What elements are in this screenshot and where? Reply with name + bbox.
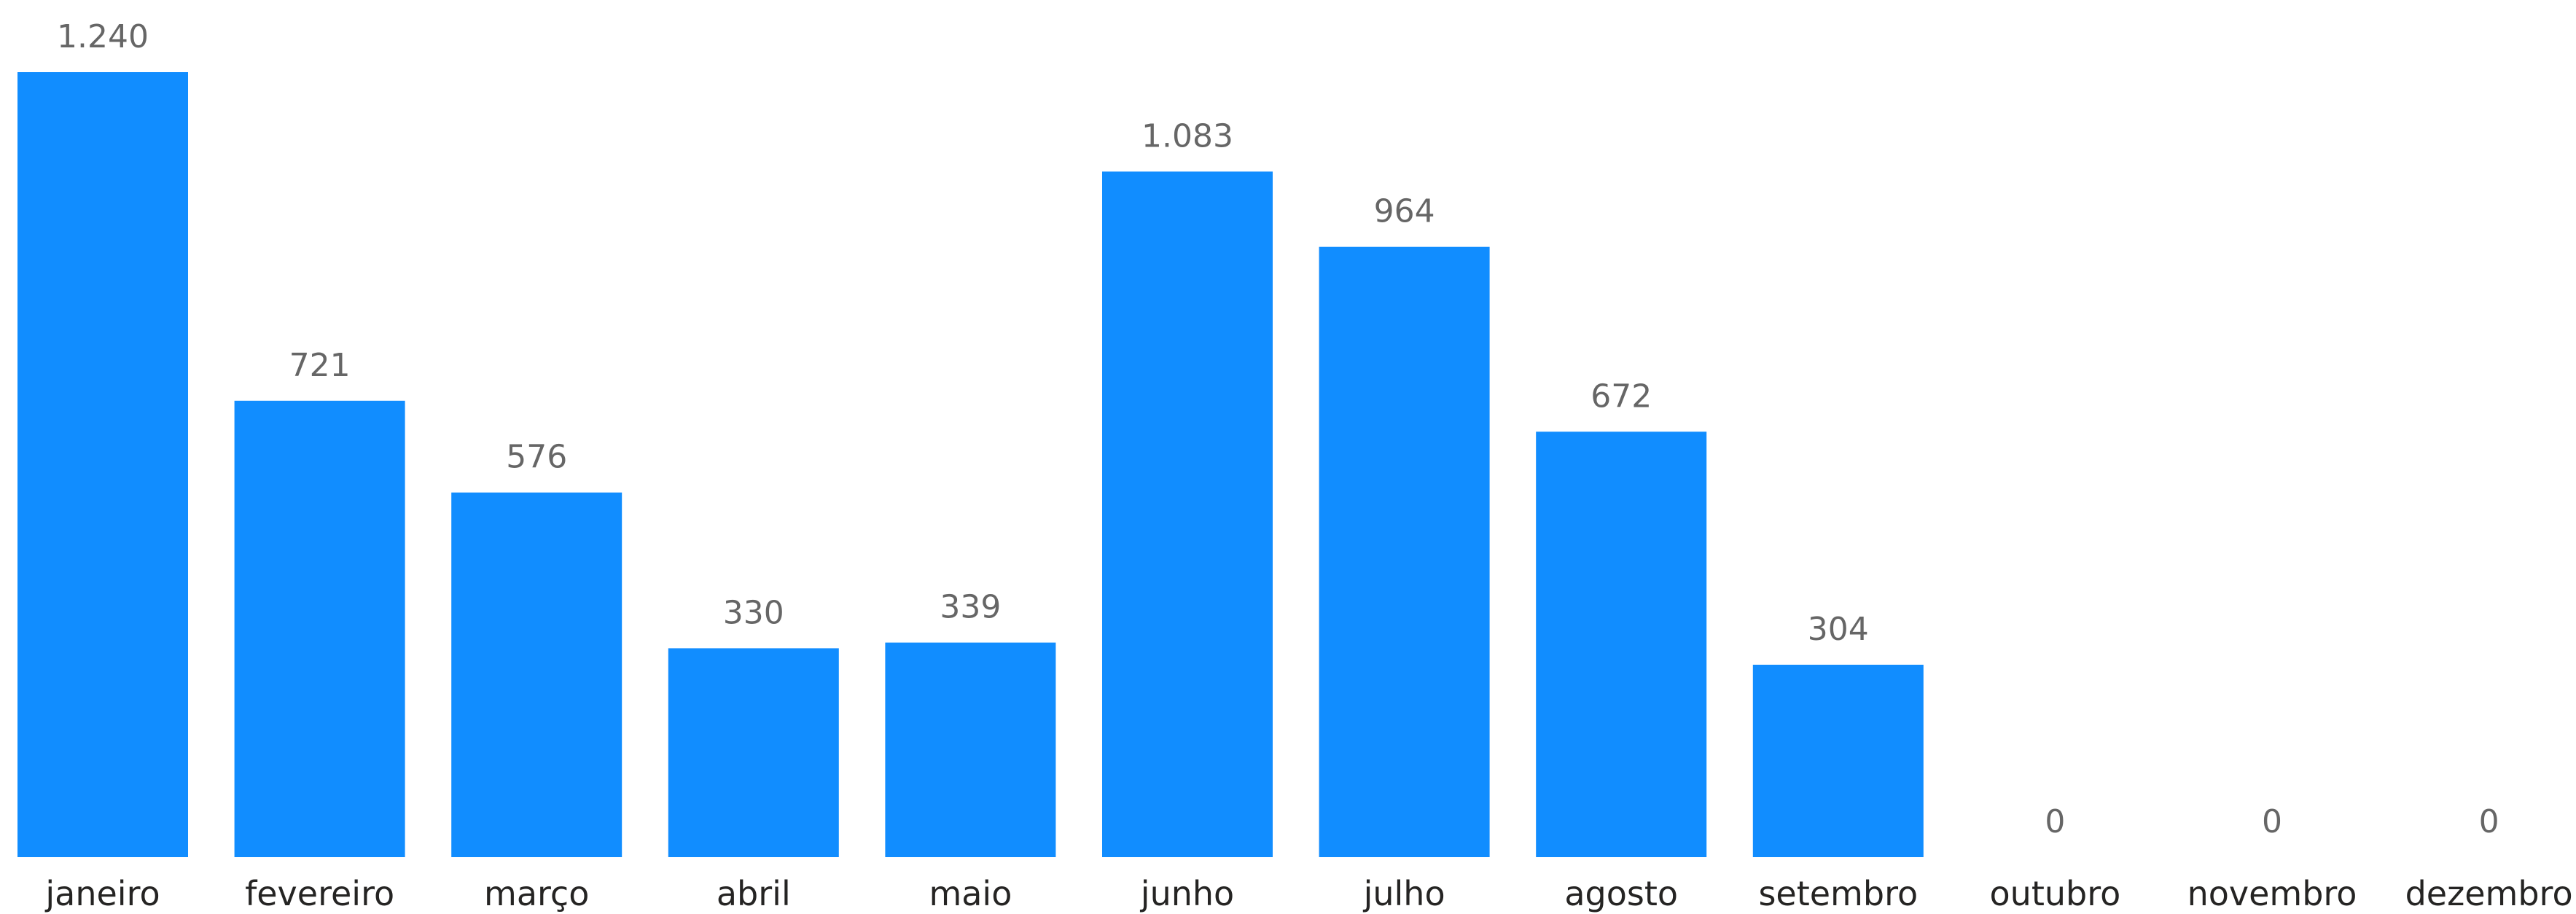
category-label-agosto: agosto xyxy=(1564,874,1678,913)
category-label-junho: junho xyxy=(1140,874,1234,913)
category-label-outubro: outubro xyxy=(1990,874,2121,913)
data-label-setembro: 304 xyxy=(1808,611,1869,648)
category-label-março: março xyxy=(484,874,589,913)
data-label-janeiro: 1.240 xyxy=(57,18,149,55)
data-labels: 1.240 721 576 330 339 1.083 964 672 304 0 0 0 xyxy=(57,18,2499,840)
data-label-abril: 330 xyxy=(723,594,784,631)
bar-julho[interactable] xyxy=(1319,246,1490,857)
bar-maio[interactable] xyxy=(885,642,1056,857)
bar-agosto[interactable] xyxy=(1536,431,1707,857)
data-label-junho: 1.083 xyxy=(1141,117,1233,155)
bar-abril[interactable] xyxy=(668,648,839,857)
category-label-fevereiro: fevereiro xyxy=(245,874,394,913)
category-label-julho: julho xyxy=(1363,874,1445,913)
category-label-janeiro: janeiro xyxy=(44,874,160,913)
data-label-dezembro: 0 xyxy=(2479,803,2499,840)
category-label-maio: maio xyxy=(929,874,1012,913)
category-label-dezembro: dezembro xyxy=(2405,874,2573,913)
category-label-abril: abril xyxy=(717,874,791,913)
bar-março[interactable] xyxy=(451,492,622,857)
category-axis-labels: janeiro fevereiro março abril maio junho julho… xyxy=(44,874,2572,913)
category-label-setembro: setembro xyxy=(1758,874,1918,913)
bar-fevereiro[interactable] xyxy=(234,400,405,857)
bar-series xyxy=(17,72,1924,857)
bar-janeiro[interactable] xyxy=(17,72,188,857)
data-label-agosto: 672 xyxy=(1591,378,1652,415)
data-label-julho: 964 xyxy=(1374,193,1435,230)
data-label-novembro: 0 xyxy=(2262,803,2282,840)
data-label-fevereiro: 721 xyxy=(289,347,351,384)
bar-junho[interactable] xyxy=(1102,171,1273,857)
category-label-novembro: novembro xyxy=(2187,874,2357,913)
data-label-maio: 339 xyxy=(940,589,1001,626)
data-label-março: 576 xyxy=(506,439,567,476)
bar-setembro[interactable] xyxy=(1752,665,1924,857)
data-label-outubro: 0 xyxy=(2045,803,2065,840)
